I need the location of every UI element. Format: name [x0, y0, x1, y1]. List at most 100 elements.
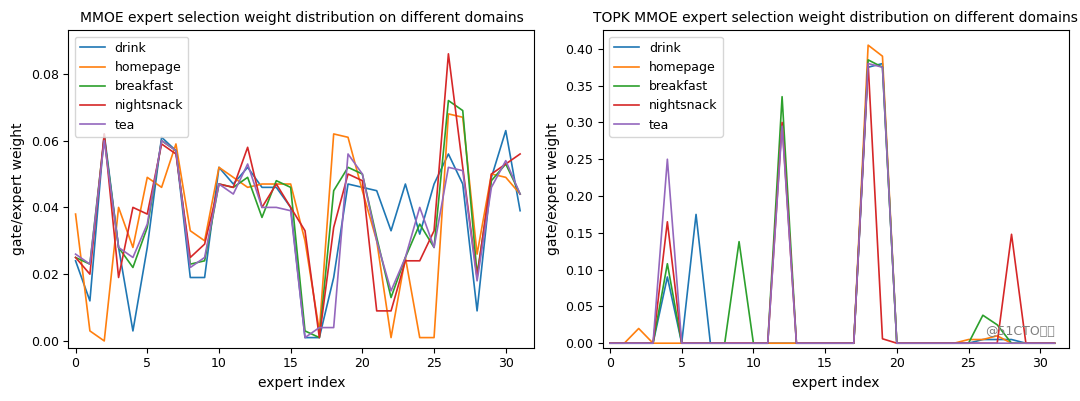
drink	[356, 185, 369, 190]
breakfast	[327, 188, 340, 193]
nightsnack	[170, 152, 183, 156]
drink	[256, 185, 269, 190]
breakfast	[156, 138, 168, 143]
nightsnack	[848, 341, 861, 346]
homepage	[184, 228, 197, 233]
nightsnack	[604, 341, 617, 346]
tea	[890, 341, 903, 346]
breakfast	[604, 341, 617, 346]
breakfast	[789, 341, 802, 346]
drink	[675, 341, 688, 346]
tea	[471, 278, 484, 283]
nightsnack	[313, 335, 326, 340]
drink	[775, 341, 788, 346]
nightsnack	[933, 341, 946, 346]
drink	[848, 341, 861, 346]
breakfast	[241, 175, 254, 180]
breakfast	[356, 172, 369, 176]
drink	[471, 308, 484, 313]
breakfast	[661, 261, 674, 266]
homepage	[456, 115, 469, 119]
homepage	[514, 192, 527, 196]
breakfast	[848, 341, 861, 346]
homepage	[890, 341, 903, 346]
homepage	[256, 182, 269, 186]
nightsnack	[213, 182, 226, 186]
nightsnack	[456, 165, 469, 170]
breakfast	[890, 341, 903, 346]
breakfast	[833, 341, 846, 346]
drink	[647, 341, 660, 346]
breakfast	[862, 57, 875, 62]
homepage	[661, 341, 674, 346]
drink	[140, 245, 153, 250]
Line: drink: drink	[610, 64, 1054, 343]
drink	[112, 245, 125, 250]
Line: homepage: homepage	[76, 114, 521, 341]
tea	[198, 255, 211, 260]
tea	[456, 168, 469, 173]
tea	[514, 192, 527, 196]
nightsnack	[69, 255, 82, 260]
nightsnack	[341, 172, 354, 176]
breakfast	[976, 313, 989, 318]
nightsnack	[298, 228, 311, 233]
X-axis label: expert index: expert index	[258, 376, 346, 390]
nightsnack	[370, 308, 383, 313]
homepage	[976, 337, 989, 342]
homepage	[789, 341, 802, 346]
drink	[370, 188, 383, 193]
tea	[1034, 341, 1047, 346]
nightsnack	[384, 308, 397, 313]
tea	[442, 165, 455, 170]
nightsnack	[83, 272, 96, 277]
breakfast	[689, 341, 702, 346]
tea	[170, 148, 183, 153]
breakfast	[632, 341, 645, 346]
breakfast	[485, 178, 498, 183]
homepage	[384, 335, 397, 340]
tea	[184, 265, 197, 270]
nightsnack	[126, 205, 139, 210]
nightsnack	[241, 145, 254, 150]
homepage	[170, 142, 183, 146]
breakfast	[442, 98, 455, 103]
nightsnack	[284, 205, 297, 210]
drink	[1020, 341, 1032, 346]
drink	[399, 182, 411, 186]
drink	[718, 341, 731, 346]
nightsnack	[775, 120, 788, 125]
tea	[156, 138, 168, 143]
Line: tea: tea	[610, 64, 1054, 343]
nightsnack	[976, 341, 989, 346]
nightsnack	[442, 51, 455, 56]
nightsnack	[1005, 232, 1018, 237]
drink	[604, 341, 617, 346]
nightsnack	[414, 258, 427, 263]
tea	[284, 209, 297, 213]
tea	[1005, 341, 1018, 346]
nightsnack	[789, 341, 802, 346]
drink	[213, 165, 226, 170]
breakfast	[962, 341, 975, 346]
nightsnack	[732, 341, 745, 346]
homepage	[876, 54, 889, 59]
homepage	[485, 172, 498, 176]
nightsnack	[140, 212, 153, 217]
homepage	[471, 252, 484, 257]
tea	[848, 341, 861, 346]
homepage	[990, 333, 1003, 338]
breakfast	[184, 262, 197, 267]
homepage	[284, 182, 297, 186]
breakfast	[170, 148, 183, 153]
homepage	[428, 335, 441, 340]
drink	[805, 341, 818, 346]
drink	[198, 275, 211, 280]
tea	[1020, 341, 1032, 346]
Y-axis label: gate/expert weight: gate/expert weight	[545, 123, 559, 255]
homepage	[298, 238, 311, 243]
nightsnack	[819, 341, 832, 346]
breakfast	[213, 182, 226, 186]
tea	[661, 157, 674, 162]
breakfast	[456, 108, 469, 113]
